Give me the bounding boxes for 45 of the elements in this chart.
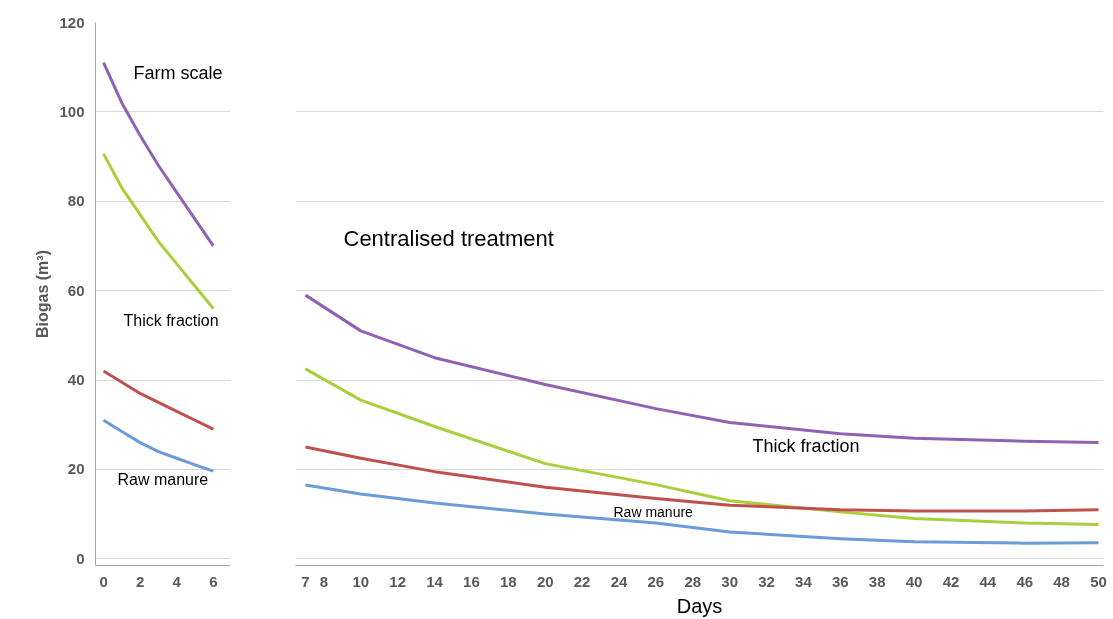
x-axis-title: Days — [676, 594, 723, 617]
y-tick-label: 0 — [76, 549, 85, 567]
x-tick-label: 7 — [301, 572, 310, 590]
x-tick-label: 6 — [209, 572, 218, 590]
x-tick-label: 20 — [536, 572, 554, 590]
x-tick-label: 48 — [1053, 572, 1070, 590]
x-tick-label: 22 — [573, 572, 591, 590]
x-tick-label: 42 — [942, 572, 960, 590]
annotation: Raw manure — [117, 470, 209, 488]
x-tick-label: 38 — [868, 572, 886, 590]
x-tick-label: 0 — [99, 572, 108, 590]
x-tick-label: 10 — [352, 572, 370, 590]
x-tick-label: 34 — [795, 572, 813, 590]
x-tick-label: 40 — [905, 572, 923, 590]
x-tick-label: 50 — [1090, 572, 1107, 590]
y-tick-label: 40 — [67, 371, 85, 389]
x-tick-label: 46 — [1016, 572, 1034, 590]
x-tick-label: 28 — [684, 572, 702, 590]
y-tick-label: 120 — [59, 13, 85, 31]
y-tick-label: 60 — [67, 281, 85, 299]
x-tick-label: 36 — [831, 572, 849, 590]
annotation: Thick fraction — [123, 311, 219, 329]
x-tick-label: 30 — [721, 572, 738, 590]
x-tick-label: 4 — [172, 572, 182, 590]
x-tick-label: 44 — [979, 572, 997, 590]
y-tick-label: 80 — [67, 192, 85, 210]
line-series — [102, 418, 215, 473]
x-tick-label: 2 — [135, 572, 145, 590]
y-axis-title: Biogas (m³) — [34, 250, 52, 338]
y-tick-label: 20 — [67, 460, 85, 478]
annotation: Centralised treatment — [343, 225, 554, 251]
line-series — [102, 369, 215, 431]
x-tick-label: 12 — [389, 572, 407, 590]
annotation: Thick fraction — [752, 435, 860, 456]
annotation: Farm scale — [133, 62, 223, 83]
y-tick-label: 100 — [59, 102, 85, 120]
x-tick-label: 26 — [647, 572, 665, 590]
x-tick-label: 8 — [319, 572, 329, 590]
x-tick-label: 16 — [463, 572, 480, 590]
x-tick-label: 32 — [758, 572, 775, 590]
x-tick-label: 24 — [610, 572, 628, 590]
x-tick-label: 14 — [426, 572, 444, 590]
x-tick-label: 18 — [499, 572, 517, 590]
line-series — [102, 152, 215, 311]
annotation: Raw manure — [613, 503, 694, 520]
